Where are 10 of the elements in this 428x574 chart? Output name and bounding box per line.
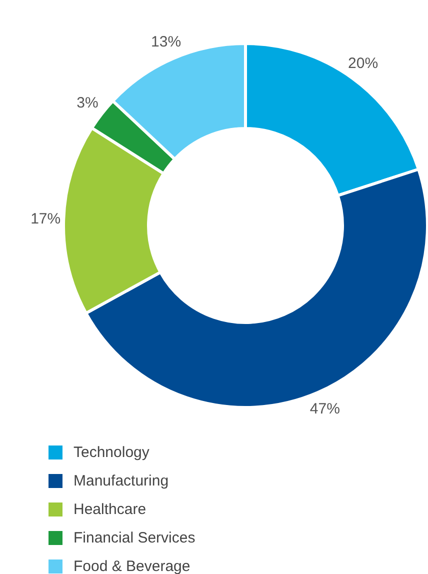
data-label: 47% bbox=[310, 400, 340, 418]
data-label: 13% bbox=[151, 33, 182, 50]
data-label: 20% bbox=[348, 55, 378, 72]
data-label: 17% bbox=[30, 210, 61, 228]
legend-label: Food & Beverage bbox=[74, 558, 190, 574]
legend-label: Healthcare bbox=[74, 501, 146, 518]
legend-label: Financial Services bbox=[74, 530, 196, 546]
legend-label: Technology bbox=[74, 444, 150, 461]
data-label: 3% bbox=[76, 94, 98, 112]
legend-label: Manufacturing bbox=[74, 472, 169, 490]
